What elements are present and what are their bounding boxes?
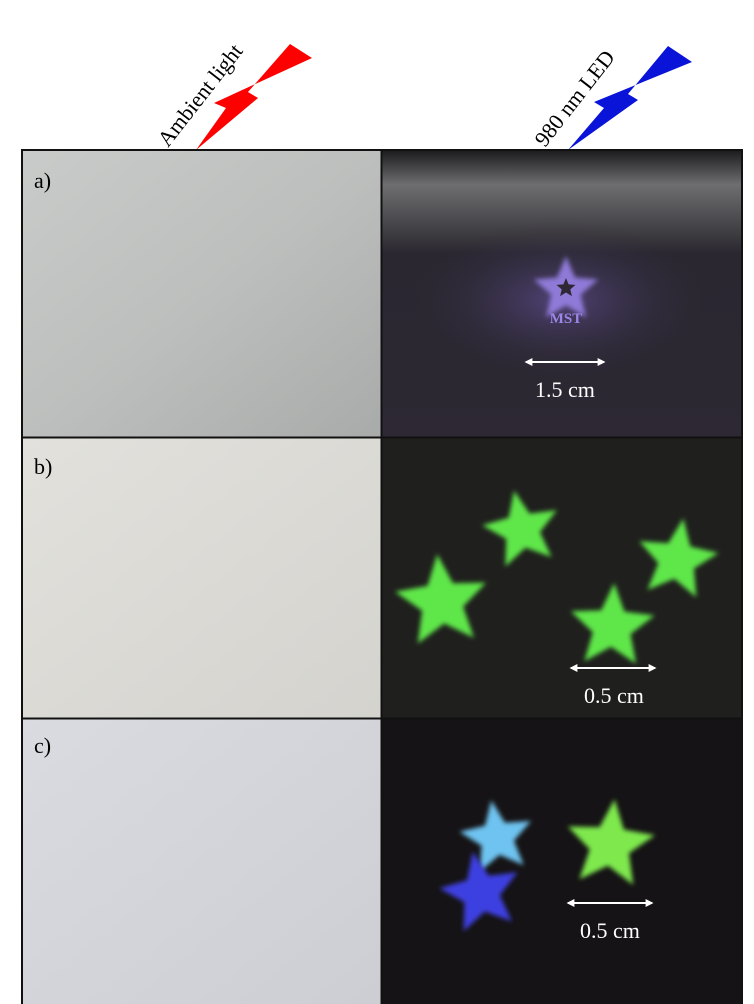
logo-text: MST <box>550 311 583 327</box>
panel-label: b) <box>34 454 52 479</box>
photo-ambient <box>22 719 381 1004</box>
page: {"header": {"left_label": "Ambient light… <box>0 0 754 1004</box>
photo-ambient <box>22 438 381 718</box>
photo-ambient <box>22 150 381 437</box>
scale-label: 0.5 cm <box>584 683 644 708</box>
panel-label: a) <box>34 168 51 193</box>
photo-led <box>382 719 742 1004</box>
panel-label: c) <box>34 733 51 758</box>
scale-label: 1.5 cm <box>535 377 595 402</box>
scale-label: 0.5 cm <box>580 918 640 943</box>
figure: Ambient light 980 nm LED a) b) c) MST 1.… <box>0 0 754 1004</box>
